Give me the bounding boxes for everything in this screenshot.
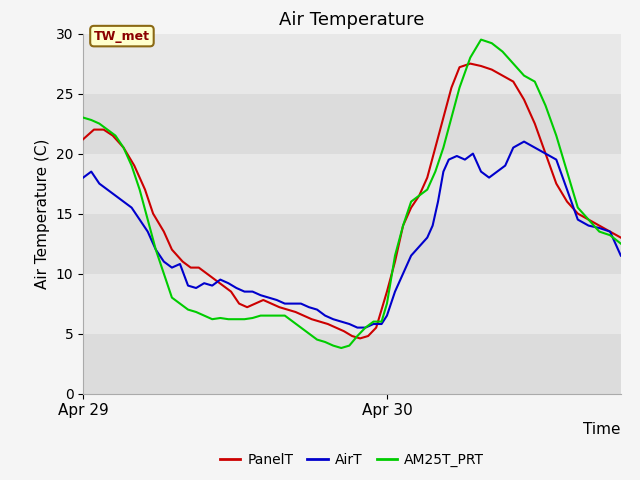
- AirT: [552, 156, 560, 162]
- AirT: [445, 156, 452, 162]
- PanelT: [219, 283, 227, 288]
- Legend: PanelT, AirT, AM25T_PRT: PanelT, AirT, AM25T_PRT: [214, 447, 490, 473]
- AM25T_PRT: [337, 345, 345, 351]
- AirT: [617, 252, 625, 258]
- Text: Time: Time: [583, 422, 621, 437]
- PanelT: [236, 300, 243, 306]
- AirT: [485, 175, 493, 180]
- Bar: [83, 154, 621, 214]
- Line: AirT: AirT: [83, 142, 621, 327]
- PanelT: [617, 235, 625, 240]
- Bar: [83, 34, 621, 94]
- AM25T_PRT: [431, 168, 439, 174]
- AM25T_PRT: [79, 115, 87, 120]
- Bar: [83, 274, 621, 334]
- AirT: [79, 175, 87, 180]
- Bar: [83, 334, 621, 394]
- AM25T_PRT: [606, 232, 614, 238]
- PanelT: [467, 60, 474, 66]
- Bar: [83, 214, 621, 274]
- PanelT: [252, 300, 259, 306]
- Bar: [83, 94, 621, 154]
- PanelT: [356, 336, 364, 341]
- AM25T_PRT: [477, 36, 485, 42]
- AirT: [520, 139, 528, 144]
- Line: AM25T_PRT: AM25T_PRT: [83, 39, 621, 348]
- PanelT: [79, 136, 87, 142]
- Text: TW_met: TW_met: [94, 30, 150, 43]
- PanelT: [407, 204, 415, 210]
- AirT: [574, 216, 582, 222]
- AirT: [353, 324, 361, 330]
- Y-axis label: Air Temperature (C): Air Temperature (C): [35, 138, 51, 289]
- AM25T_PRT: [216, 315, 224, 321]
- AirT: [429, 223, 436, 228]
- AM25T_PRT: [232, 316, 240, 322]
- Title: Air Temperature: Air Temperature: [279, 11, 425, 29]
- Line: PanelT: PanelT: [83, 63, 621, 338]
- AM25T_PRT: [617, 240, 625, 247]
- PanelT: [259, 297, 267, 303]
- AM25T_PRT: [313, 336, 321, 342]
- AM25T_PRT: [330, 343, 337, 348]
- AirT: [563, 187, 571, 192]
- PanelT: [179, 259, 186, 264]
